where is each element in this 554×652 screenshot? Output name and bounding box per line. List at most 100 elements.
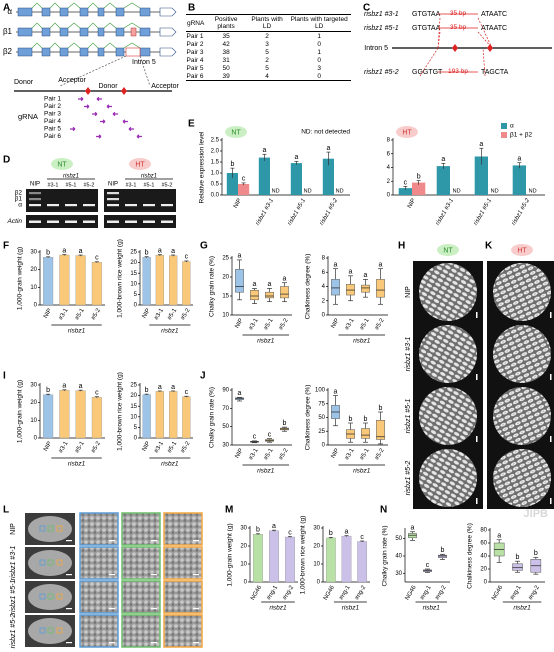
condition-tag: HT [135, 161, 145, 168]
y-axis-label: 1,000-brown rice weight (g) [117, 239, 124, 318]
grna-arrow [128, 126, 134, 132]
site-label: Acceptor [58, 77, 86, 84]
region-marker [47, 627, 54, 634]
link [437, 31, 441, 49]
legend-label: β1 + β2 [510, 132, 533, 139]
table-cell: 39 [205, 72, 247, 81]
scale-bar [193, 642, 199, 644]
table-part: gRNA Positive plants Plants with LD Plants … [186, 14, 351, 81]
grna-arrow [78, 96, 84, 102]
grain-section [28, 584, 72, 610]
y-tick-label: 25 [222, 256, 229, 262]
table-part: Pair 5 50 5 3 [186, 64, 351, 72]
nd-label: ND [529, 188, 537, 194]
x-tick-label: NIP [233, 198, 243, 210]
y-tick-label: 15 [130, 271, 137, 277]
grain-section [28, 516, 72, 542]
group-label: risbz1 [68, 328, 86, 335]
tag-bg [511, 244, 533, 256]
exon [115, 27, 125, 37]
x-tick-label: #5-1 [263, 447, 275, 461]
significance-letter: c [185, 254, 189, 261]
panel-label: M [225, 505, 233, 516]
gel [104, 189, 176, 212]
y-axis-label: Chalky grain rate (%) [209, 387, 216, 448]
significance-letter: a [294, 154, 298, 161]
panel-label: H [398, 241, 405, 252]
splice-arc [49, 2, 61, 9]
exon [41, 7, 51, 17]
significance-letter: a [268, 281, 272, 288]
splice-arc [31, 2, 43, 9]
y-tick-label: 8 [322, 256, 326, 262]
y-axis-label: Chalkiness degree (%) [467, 523, 474, 589]
y-tick-label: 20 [130, 393, 137, 399]
y-tick-label: 0 [244, 580, 248, 586]
grna-arrow [136, 134, 142, 139]
y-tick-label: 0 [134, 303, 138, 309]
band [47, 204, 59, 207]
y-tick-label: 50 [318, 415, 325, 421]
exon [139, 47, 151, 57]
table-cell: Pair 6 [186, 72, 206, 81]
exon [41, 27, 51, 37]
y-tick-label: 5 [134, 292, 138, 298]
group-label: risbz1 [141, 174, 157, 180]
scale-bar [151, 574, 157, 576]
splice-arc [67, 22, 81, 29]
y-tick-label: 70 [222, 406, 229, 412]
table-cell: Pair 4 [186, 56, 204, 64]
y-tick-label: 60 [480, 541, 487, 547]
significance-letter: c [95, 390, 99, 397]
utr [159, 27, 177, 37]
group-label: risbz1 [63, 174, 79, 180]
table-cell: gRNA [186, 14, 206, 32]
significance-letter: a [272, 523, 276, 530]
significance-letter: b [145, 387, 149, 394]
y-tick-label: 2 [322, 298, 326, 304]
y-tick-label: 20 [313, 544, 320, 550]
exon [79, 47, 89, 57]
bar [357, 541, 368, 583]
box [512, 563, 523, 571]
x-tick-label: #3-1 [154, 307, 166, 321]
region-marker [56, 559, 63, 566]
scale-bar [476, 374, 478, 380]
box [376, 420, 385, 440]
scale-bar [151, 642, 157, 644]
band [29, 220, 41, 223]
region-marker [47, 593, 54, 600]
x-tick-label: NIP [407, 198, 417, 210]
nd-label: ND [453, 188, 461, 194]
table-cell: 3 [317, 64, 321, 72]
bar [43, 394, 54, 439]
y-tick-label: 30 [30, 250, 37, 256]
sem-image [121, 614, 161, 648]
grna-arrow [92, 111, 98, 117]
table-part: Pair 1 35 2 1 Pair 2 42 3 0 Pair 3 38 5 1 Pair 4 31 2 0… [186, 32, 351, 81]
table-part: Pair 1 35 2 1 [186, 32, 351, 41]
pair-label: Pair 2 [44, 103, 61, 110]
bar [155, 255, 164, 306]
bar [512, 165, 526, 195]
bar [269, 530, 279, 583]
significance-letter: b [534, 550, 538, 557]
nd-label: ND [272, 188, 280, 194]
x-tick-label: NIP [234, 448, 244, 460]
significance-letter: a [62, 247, 66, 254]
utr [159, 7, 177, 17]
grain-plate [493, 263, 551, 321]
x-tick-label: #5-2 [91, 307, 103, 321]
y-axis-label: 1,000-brown rice weight (g) [300, 516, 307, 595]
scale-bar [151, 608, 157, 610]
band [83, 204, 95, 207]
group-label: risbz1 [68, 461, 86, 468]
lane-label: #5-2 [83, 182, 94, 188]
row-label: risbz1 #5-1 [10, 580, 17, 615]
grain-plate [493, 449, 551, 507]
y-tick-label: 4 [387, 165, 391, 171]
y-tick-label: 75 [318, 401, 325, 407]
splice-arc [67, 2, 81, 9]
